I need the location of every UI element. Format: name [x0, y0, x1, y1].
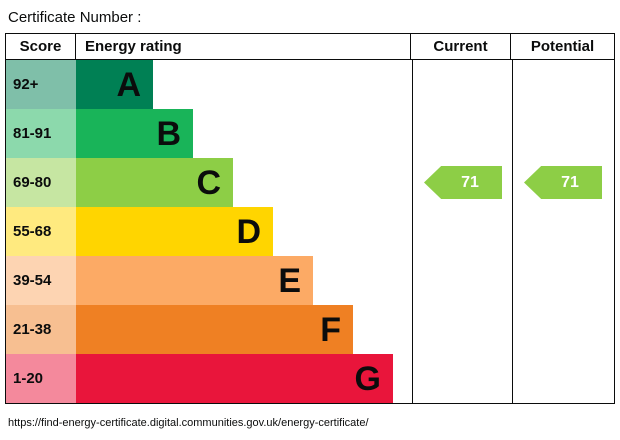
rating-bands: 92+ A 81-91 B 69-80 C 55-68 D 39-54 E 21… — [6, 60, 412, 403]
band-row-c: 69-80 C — [6, 158, 412, 207]
rating-letter: B — [156, 114, 181, 153]
potential-value: 71 — [561, 173, 579, 191]
rating-letter: A — [116, 65, 141, 104]
score-cell: 92+ — [6, 60, 76, 109]
rating-letter: D — [236, 212, 261, 251]
band-row-d: 55-68 D — [6, 207, 412, 256]
current-column: 71 — [412, 60, 512, 403]
score-cell: 81-91 — [6, 109, 76, 158]
band-row-f: 21-38 F — [6, 305, 412, 354]
score-label: 81-91 — [13, 125, 52, 142]
score-label: 55-68 — [13, 223, 52, 240]
rating-bar: E — [76, 256, 313, 305]
rating-letter: G — [354, 359, 381, 398]
page-title: Certificate Number : — [8, 9, 142, 26]
score-label: 39-54 — [13, 272, 52, 289]
rating-bar: A — [76, 60, 153, 109]
rating-letter: E — [278, 261, 301, 300]
score-label: 92+ — [13, 76, 39, 93]
rating-letter: C — [196, 163, 221, 202]
header-potential: Potential — [510, 34, 614, 59]
band-row-a: 92+ A — [6, 60, 412, 109]
score-label: 1-20 — [13, 370, 44, 387]
rating-bar: G — [76, 354, 393, 403]
rating-bar: C — [76, 158, 233, 207]
band-row-e: 39-54 E — [6, 256, 412, 305]
score-cell: 39-54 — [6, 256, 76, 305]
chart-body: 92+ A 81-91 B 69-80 C 55-68 D 39-54 E 21… — [6, 60, 614, 403]
score-cell: 1-20 — [6, 354, 76, 403]
score-label: 69-80 — [13, 174, 52, 191]
rating-bar: B — [76, 109, 193, 158]
current-value: 71 — [461, 173, 479, 191]
score-cell: 69-80 — [6, 158, 76, 207]
table-header-row: Score Energy rating Current Potential — [6, 34, 614, 60]
rating-letter: F — [320, 310, 341, 349]
rating-bar: D — [76, 207, 273, 256]
header-current: Current — [410, 34, 510, 59]
header-energy-rating: Energy rating — [85, 38, 182, 55]
header-score: Score — [6, 34, 76, 59]
score-cell: 55-68 — [6, 207, 76, 256]
band-row-g: 1-20 G — [6, 354, 412, 403]
score-cell: 21-38 — [6, 305, 76, 354]
band-row-b: 81-91 B — [6, 109, 412, 158]
footer-url: https://find-energy-certificate.digital.… — [8, 417, 369, 429]
score-label: 21-38 — [13, 321, 52, 338]
potential-arrow: 71 — [524, 166, 602, 199]
energy-rating-chart: Score Energy rating Current Potential 92… — [5, 33, 615, 404]
current-arrow: 71 — [424, 166, 502, 199]
rating-bar: F — [76, 305, 353, 354]
potential-column: 71 — [512, 60, 616, 403]
